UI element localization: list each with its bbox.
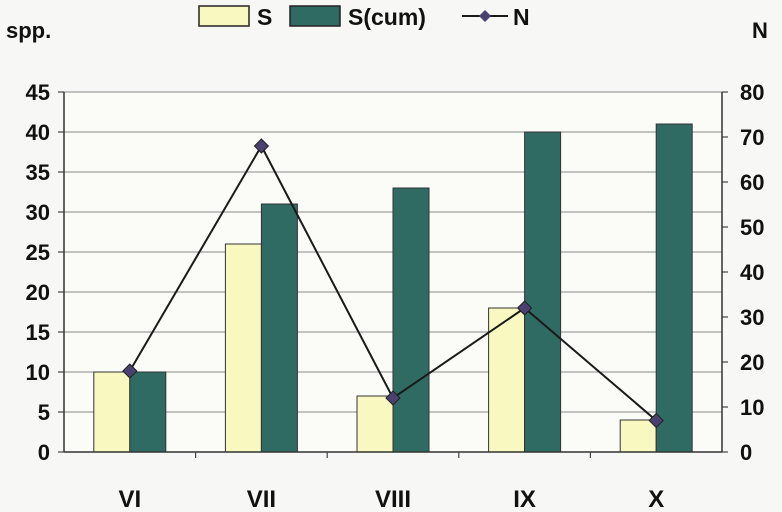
tick-labels: 0 5 10 15 20 25 30 35 40 45 0 10 20 30 40 50 60 70 80 VI VII… xyxy=(26,80,765,512)
legend-swatch-scum xyxy=(289,5,341,27)
y-tick-label: 0 xyxy=(38,440,50,465)
x-tick-label: VII xyxy=(247,486,276,512)
point-n-ix xyxy=(516,300,533,316)
y2-axis-label: N xyxy=(752,18,768,43)
bar-scum-x xyxy=(655,123,693,453)
legend-label-s: S xyxy=(257,4,272,30)
y-tick-label: 45 xyxy=(26,80,50,105)
y2-tick-label: 50 xyxy=(740,215,764,240)
x-tick-label: X xyxy=(648,486,664,512)
y-tick-label: 5 xyxy=(38,400,50,425)
y-tick-label: 25 xyxy=(26,240,50,265)
bars xyxy=(93,123,693,453)
y2-tick-label: 60 xyxy=(740,170,764,195)
y-axis-label: spp. xyxy=(6,18,51,43)
y-tick-label: 35 xyxy=(26,160,50,185)
bar-s-vi xyxy=(93,371,131,453)
x-tick-label: VIII xyxy=(375,486,411,512)
y-tick-label: 30 xyxy=(26,200,50,225)
point-n-x xyxy=(648,412,664,429)
y2-tick-label: 80 xyxy=(740,80,764,105)
bar-s-x xyxy=(619,419,657,453)
bar-s-vii xyxy=(224,243,262,453)
legend-label-scum: S(cum) xyxy=(348,4,426,30)
bar-s-viii xyxy=(356,395,394,453)
legend-label-n: N xyxy=(513,4,530,30)
y-tick-label: 40 xyxy=(26,120,50,145)
legend-swatch-s xyxy=(198,5,250,27)
bar-scum-vi xyxy=(129,371,167,453)
x-tick-label: VI xyxy=(118,486,141,512)
y-tick-label: 20 xyxy=(26,280,50,305)
bar-s-ix xyxy=(488,307,526,453)
y2-tick-label: 20 xyxy=(740,350,764,375)
n-line-series xyxy=(122,138,664,429)
legend-marker-n xyxy=(479,10,491,22)
y-tick-label: 15 xyxy=(26,320,50,345)
bar-scum-ix xyxy=(524,131,562,453)
point-n-vi xyxy=(122,363,138,379)
y-tick-label: 10 xyxy=(26,360,50,385)
y2-tick-label: 0 xyxy=(740,440,752,465)
y2-tick-label: 70 xyxy=(740,125,764,150)
point-n-vii xyxy=(253,138,270,154)
point-n-viii xyxy=(385,390,401,406)
y2-tick-label: 10 xyxy=(740,395,764,420)
y2-tick-label: 30 xyxy=(740,305,764,330)
legend: S S(cum) N xyxy=(198,4,530,30)
axes xyxy=(58,91,728,458)
bar-scum-vii xyxy=(260,203,298,453)
bar-scum-viii xyxy=(392,187,430,453)
y2-tick-label: 40 xyxy=(740,260,764,285)
x-tick-label: IX xyxy=(513,486,536,512)
